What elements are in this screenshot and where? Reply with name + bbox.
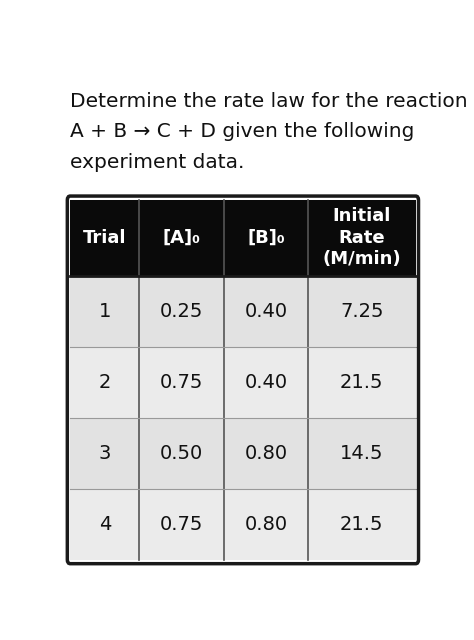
Text: 0.80: 0.80 [245,444,288,463]
Text: 7.25: 7.25 [340,301,383,321]
Text: 0.75: 0.75 [160,515,203,534]
Text: 4: 4 [99,515,111,534]
Text: 3: 3 [99,444,111,463]
Text: [A]₀: [A]₀ [163,228,201,247]
Text: 0.50: 0.50 [160,444,203,463]
Bar [70,489,416,560]
Text: Trial: Trial [83,228,127,247]
Text: 0.40: 0.40 [245,372,288,392]
Text: Initial
Rate
(M/min): Initial Rate (M/min) [322,207,401,268]
Bar [70,200,416,560]
Text: 14.5: 14.5 [340,444,383,463]
Text: 2: 2 [99,372,111,392]
Text: experiment data.: experiment data. [70,153,245,172]
Text: [B]₀: [B]₀ [247,228,285,247]
Text: 21.5: 21.5 [340,515,383,534]
Text: A + B → C + D given the following: A + B → C + D given the following [70,122,415,141]
Bar [70,276,416,347]
Text: 0.80: 0.80 [245,515,288,534]
Text: 0.40: 0.40 [245,301,288,321]
Text: 0.25: 0.25 [160,301,203,321]
Bar [70,347,416,418]
Text: 1: 1 [99,301,111,321]
Bar [70,200,416,276]
Text: 21.5: 21.5 [340,372,383,392]
Text: Determine the rate law for the reaction: Determine the rate law for the reaction [70,92,468,111]
Text: 0.75: 0.75 [160,372,203,392]
Bar [70,418,416,489]
